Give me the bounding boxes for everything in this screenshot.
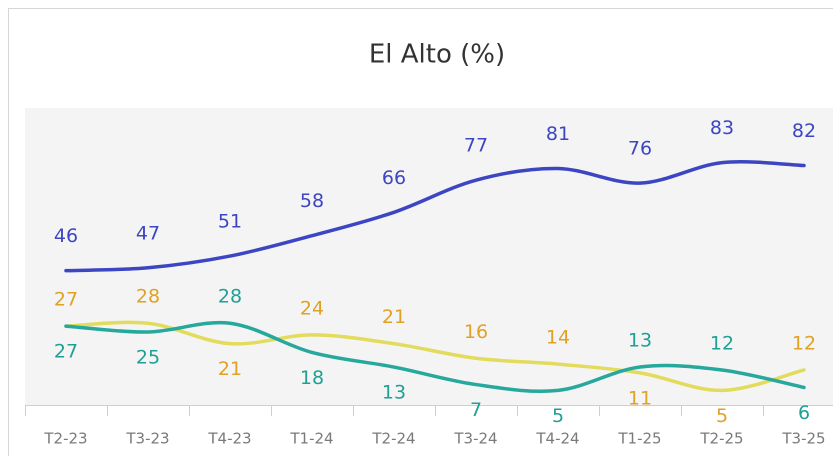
line-series [64,160,806,273]
x-tick-label: T3-24 [453,430,497,448]
x-tick-label: T2-23 [43,430,87,448]
data-label: 77 [464,135,488,157]
data-label: 51 [218,211,242,233]
x-tick-label: T4-23 [207,430,251,448]
data-label: 25 [136,347,160,369]
data-label: 18 [300,367,324,389]
data-label: 12 [710,332,734,354]
data-label: 28 [218,286,242,308]
data-label: 21 [382,306,406,328]
plot-area [25,108,833,405]
data-label: 7 [470,399,482,421]
x-tick-label: T4-24 [535,430,579,448]
data-label: 12 [792,332,816,354]
data-label: 27 [54,289,78,311]
data-label: 5 [716,405,728,427]
data-label: 16 [464,321,488,343]
line-series [64,320,806,394]
data-label: 83 [710,117,734,139]
data-label: 11 [628,387,652,409]
x-tick-label: T3-25 [781,430,825,448]
data-label: 6 [798,402,810,424]
data-label: 76 [628,138,652,160]
data-label: 13 [628,330,652,352]
data-label: 5 [552,405,564,427]
data-label: 13 [382,382,406,404]
data-label: 21 [218,358,242,380]
data-label: 66 [382,167,406,189]
data-label: 81 [546,123,570,145]
data-label: 47 [136,222,160,244]
data-label: 58 [300,190,324,212]
data-label: 46 [54,225,78,247]
data-label: 28 [136,286,160,308]
data-label: 14 [546,327,570,349]
x-tick-label: T2-25 [699,430,743,448]
x-tick-label: T1-24 [289,430,333,448]
x-tick-label: T1-25 [617,430,661,448]
data-label: 24 [300,297,324,319]
line-series [64,320,806,393]
data-label: 82 [792,120,816,142]
x-tick-label: T2-24 [371,430,415,448]
chart-title: El Alto (%) [369,40,505,70]
x-tick-label: T3-23 [125,430,169,448]
data-label: 27 [54,341,78,363]
